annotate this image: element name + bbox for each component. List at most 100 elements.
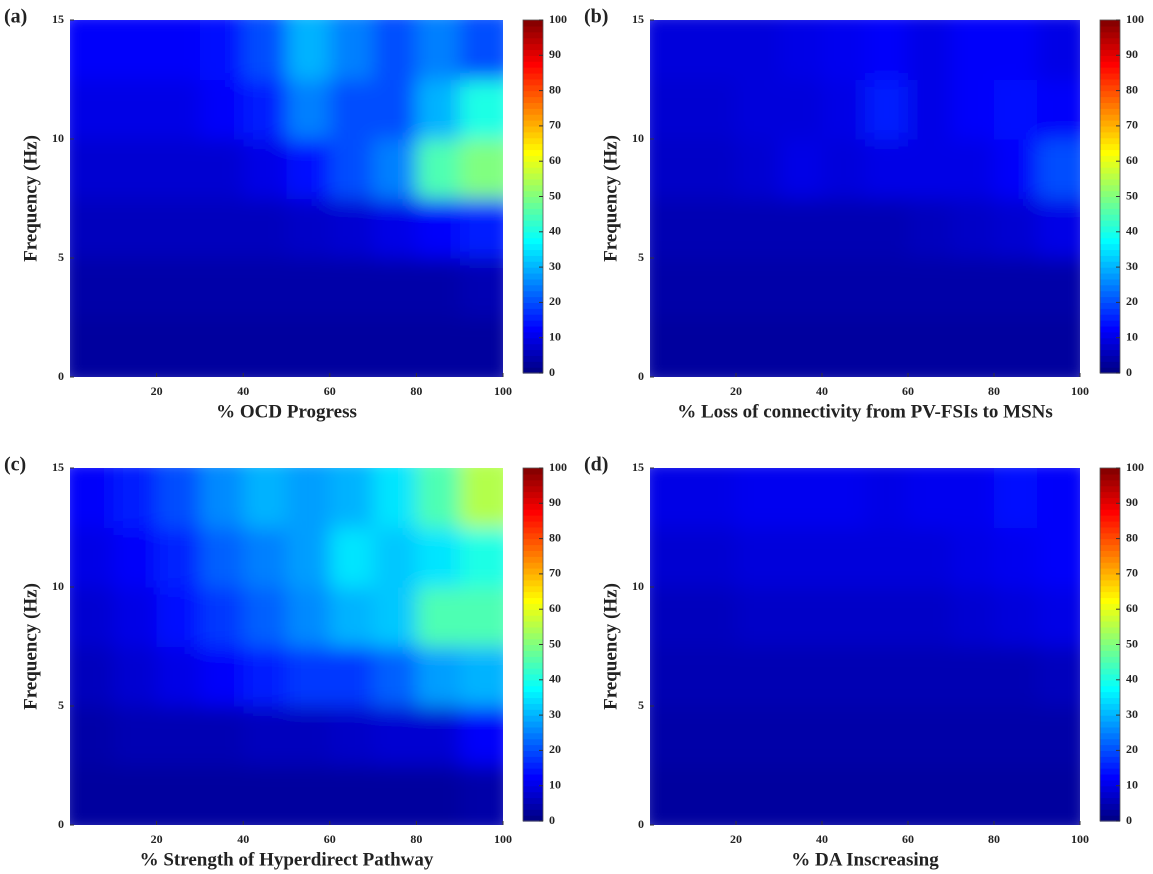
y-tick-label: 5 bbox=[58, 698, 64, 712]
heatmap-cell bbox=[779, 587, 823, 647]
heatmap-cell bbox=[373, 646, 417, 707]
heatmap-cell bbox=[156, 587, 201, 647]
heatmap-cell bbox=[951, 79, 995, 140]
heatmap-cell bbox=[243, 527, 287, 588]
heatmap-cell bbox=[693, 317, 737, 377]
colorbar-tick-label: 10 bbox=[1126, 329, 1138, 343]
heatmap-cell bbox=[1037, 258, 1080, 318]
heatmap-cell bbox=[373, 765, 417, 825]
heatmap-cell bbox=[908, 79, 952, 140]
y-axis-label: Frequency (Hz) bbox=[20, 583, 41, 710]
heatmap-cell bbox=[286, 20, 331, 80]
heatmap-cell bbox=[113, 20, 158, 80]
heatmap-cell bbox=[286, 527, 331, 588]
heatmap-cell bbox=[373, 79, 417, 140]
heatmap-cell bbox=[736, 587, 780, 647]
heatmap-cell bbox=[951, 139, 995, 199]
heatmap-cell bbox=[416, 317, 461, 377]
heatmap-cell bbox=[416, 646, 461, 707]
heatmap-cell bbox=[951, 765, 995, 825]
colorbar-tick-label: 0 bbox=[549, 365, 555, 379]
heatmap-cell bbox=[822, 527, 866, 588]
colorbar-tick-label: 0 bbox=[549, 813, 555, 827]
heatmap-cell bbox=[822, 317, 866, 377]
heatmap-cells bbox=[650, 468, 1080, 825]
x-axis-label: % OCD Progress bbox=[216, 401, 357, 422]
heatmap-cell bbox=[779, 317, 823, 377]
heatmap-cell bbox=[779, 258, 823, 318]
heatmap-cell bbox=[951, 706, 995, 766]
heatmap-cell bbox=[736, 646, 780, 707]
colorbar-tick-label: 40 bbox=[549, 224, 561, 238]
heatmap-cell bbox=[779, 139, 823, 199]
x-tick-label: 20 bbox=[151, 384, 163, 398]
heatmap-cell bbox=[1037, 198, 1080, 259]
heatmap-cell bbox=[951, 646, 995, 707]
y-axis-label: Frequency (Hz) bbox=[600, 583, 621, 710]
x-tick-label: 80 bbox=[988, 384, 1000, 398]
x-tick-label: 20 bbox=[730, 384, 742, 398]
heatmap-cell bbox=[243, 646, 287, 707]
x-tick-label: 60 bbox=[324, 384, 336, 398]
heatmap-cell bbox=[416, 527, 461, 588]
heatmap-cell bbox=[736, 79, 780, 140]
heatmap-cell bbox=[243, 317, 287, 377]
heatmap-cell bbox=[459, 198, 503, 259]
heatmap-cell bbox=[286, 468, 331, 528]
colorbar-tick-label: 20 bbox=[1126, 294, 1138, 308]
y-tick-label: 0 bbox=[58, 817, 64, 831]
heatmap-cell bbox=[779, 527, 823, 588]
heatmap-cell bbox=[994, 468, 1038, 528]
colorbar-tick-label: 50 bbox=[549, 188, 561, 202]
heatmap-cell bbox=[736, 198, 780, 259]
heatmap-cell bbox=[459, 706, 503, 766]
x-tick-label: 20 bbox=[151, 832, 163, 846]
colorbar-tick-label: 10 bbox=[1126, 777, 1138, 791]
heatmap-cell bbox=[650, 139, 694, 199]
heatmap-cell bbox=[156, 139, 201, 199]
y-tick-label: 0 bbox=[638, 817, 644, 831]
colorbar-tick-label: 40 bbox=[1126, 224, 1138, 238]
colorbar-tick-label: 30 bbox=[1126, 259, 1138, 273]
heatmap-cell bbox=[951, 317, 995, 377]
heatmap-cell bbox=[329, 587, 374, 647]
heatmap-cell bbox=[865, 139, 909, 199]
heatmap-cell bbox=[994, 258, 1038, 318]
heatmap-cell bbox=[373, 527, 417, 588]
heatmap-cell bbox=[459, 527, 503, 588]
heatmap-cell bbox=[908, 198, 952, 259]
heatmap-cell bbox=[199, 765, 244, 825]
heatmap-cell bbox=[199, 646, 244, 707]
heatmap-cells bbox=[70, 468, 503, 825]
heatmap-cells bbox=[650, 20, 1080, 377]
heatmap-cell bbox=[865, 198, 909, 259]
panel-label: (a) bbox=[4, 6, 27, 28]
colorbar-tick-label: 20 bbox=[549, 294, 561, 308]
colorbar-tick-label: 60 bbox=[1126, 601, 1138, 615]
colorbar-tick-label: 10 bbox=[549, 777, 561, 791]
heatmap-cell bbox=[459, 468, 503, 528]
heatmap-cell bbox=[994, 646, 1038, 707]
x-tick-label: 60 bbox=[324, 832, 336, 846]
heatmap-cell bbox=[416, 587, 461, 647]
heatmap-cell bbox=[199, 317, 244, 377]
colorbar: 0 10 20 30 40 50 60 70 80 90 100 bbox=[1099, 12, 1144, 379]
heatmap-cell bbox=[113, 468, 158, 528]
y-tick-label: 15 bbox=[52, 12, 64, 26]
heatmap-cell bbox=[70, 20, 114, 80]
heatmap-cell bbox=[373, 139, 417, 199]
heatmap-cell bbox=[1037, 139, 1080, 199]
heatmap-cell bbox=[693, 79, 737, 140]
colorbar-tick-label: 100 bbox=[1126, 12, 1144, 26]
heatmap-cell bbox=[459, 139, 503, 199]
heatmap-cell bbox=[650, 765, 694, 825]
heatmap-cell bbox=[113, 646, 158, 707]
heatmap-cell bbox=[908, 527, 952, 588]
heatmap-cell bbox=[994, 706, 1038, 766]
heatmap-cell bbox=[779, 20, 823, 80]
x-tick-label: 40 bbox=[816, 384, 828, 398]
heatmap-cell bbox=[459, 646, 503, 707]
heatmap-cell bbox=[243, 20, 287, 80]
heatmap-cell bbox=[243, 587, 287, 647]
y-tick-label: 10 bbox=[52, 579, 64, 593]
